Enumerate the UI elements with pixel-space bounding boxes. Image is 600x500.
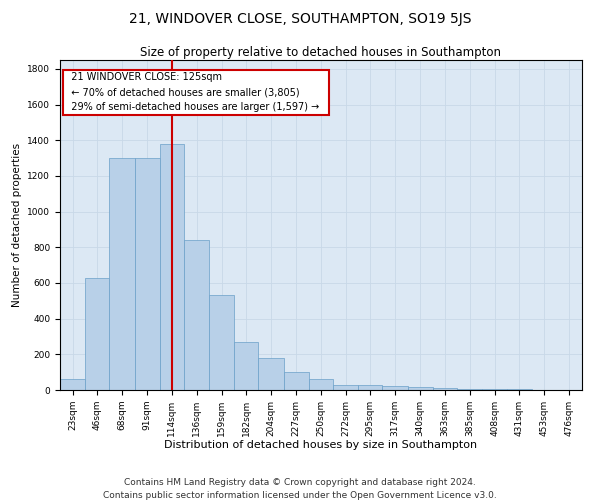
Bar [235, 342, 259, 390]
Bar [85, 278, 109, 390]
Bar [184, 240, 209, 390]
Bar [284, 372, 309, 390]
X-axis label: Distribution of detached houses by size in Southampton: Distribution of detached houses by size … [164, 440, 478, 450]
Text: 21, WINDOVER CLOSE, SOUTHAMPTON, SO19 5JS: 21, WINDOVER CLOSE, SOUTHAMPTON, SO19 5J… [129, 12, 471, 26]
Bar [358, 384, 382, 390]
Bar [259, 358, 284, 390]
Text: 21 WINDOVER CLOSE: 125sqm  
  ← 70% of detached houses are smaller (3,805)  
  2: 21 WINDOVER CLOSE: 125sqm ← 70% of detac… [65, 72, 326, 112]
Bar [407, 388, 433, 390]
Bar [482, 389, 508, 390]
Text: Contains HM Land Registry data © Crown copyright and database right 2024.
Contai: Contains HM Land Registry data © Crown c… [103, 478, 497, 500]
Bar [309, 380, 333, 390]
Y-axis label: Number of detached properties: Number of detached properties [12, 143, 22, 307]
Bar [382, 386, 407, 390]
Title: Size of property relative to detached houses in Southampton: Size of property relative to detached ho… [140, 46, 502, 59]
Bar [160, 144, 184, 390]
Bar [333, 384, 358, 390]
Bar [60, 380, 85, 390]
Bar [433, 388, 457, 390]
Bar [134, 158, 160, 390]
Bar [109, 158, 134, 390]
Bar [209, 296, 235, 390]
Bar [457, 388, 482, 390]
